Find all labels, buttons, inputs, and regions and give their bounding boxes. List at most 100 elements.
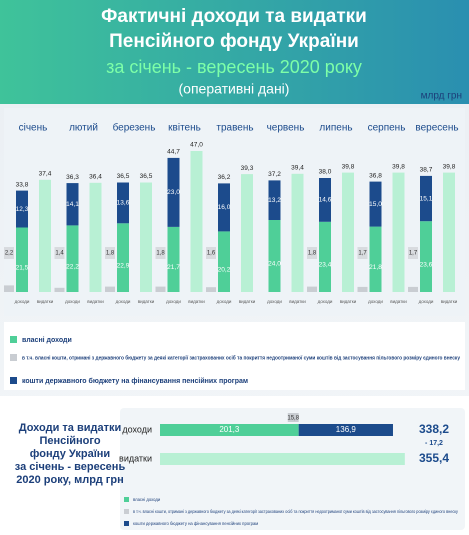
revenue-total: 338,2 (419, 422, 449, 436)
note: (оперативні дані) (179, 81, 290, 97)
state-label: 12,3 (16, 206, 29, 213)
own-label: 21,8 (369, 264, 382, 271)
legend-swatch (10, 354, 17, 361)
expenditure-label: 39,4 (291, 165, 304, 172)
own-bar (268, 220, 281, 292)
title: Фактичні доходи та видатки (101, 6, 367, 27)
total-label: 44,7 (167, 149, 180, 156)
included-label: 1,7 (358, 251, 367, 257)
expenditure-bar (89, 182, 102, 292)
month-label: вересень (415, 123, 458, 134)
bar-label: видатки (340, 299, 357, 304)
state-label: 13,6 (117, 200, 130, 207)
expenditure-label: 36,5 (140, 173, 153, 180)
bar-label: доходи (267, 299, 282, 304)
total-label: 33,8 (16, 181, 29, 188)
bar-label: доходи (116, 299, 131, 304)
expenditure-label: 39,3 (241, 165, 254, 172)
included-label: 1,4 (55, 251, 64, 257)
bar-label: доходи (166, 299, 181, 304)
bar-label: видатки (37, 299, 54, 304)
expenditure-bar (443, 172, 455, 292)
state-bar (369, 181, 382, 227)
bar-label: видатки (87, 299, 104, 304)
category-label: видатки (119, 453, 152, 463)
included-label: 1,7 (409, 251, 418, 257)
included-label: 2,2 (5, 251, 14, 257)
legend-label: кошти державного бюджету на фінансування… (133, 521, 258, 526)
state-label: 15,0 (369, 201, 382, 208)
included-label: 1,8 (308, 251, 317, 257)
state-bar (117, 182, 129, 224)
difference: - 17,2 (425, 440, 443, 447)
legend-label: в т.ч. власні кошти, отримані з державно… (133, 509, 459, 514)
total-label: 36,8 (369, 172, 382, 179)
own-bar (66, 225, 79, 292)
legend-label: власні доходи (133, 497, 161, 502)
included-label: 1,8 (106, 251, 115, 257)
included-label-box (357, 247, 368, 259)
month-label: серпень (368, 123, 406, 134)
own-label: 22,9 (117, 262, 130, 269)
state-bar (16, 190, 28, 228)
month-label: лютий (69, 123, 98, 134)
state-bar (66, 183, 79, 226)
expenditure-bar (160, 453, 405, 465)
own-label: 201,3 (219, 425, 240, 434)
own-bar (218, 231, 230, 292)
legend-swatch (124, 497, 129, 502)
month-label: березень (113, 122, 156, 134)
expenditure-label: 39,8 (443, 163, 456, 170)
included-bar (408, 286, 418, 292)
total-label: 36,5 (117, 173, 130, 180)
expenditure-label: 39,8 (392, 163, 405, 170)
total-label: 36,2 (218, 174, 231, 181)
month-label: червень (267, 123, 305, 134)
own-bar (369, 226, 382, 292)
header-band (0, 0, 469, 104)
bar-label: доходи (217, 299, 232, 304)
total-label: 38,7 (420, 167, 433, 174)
bar-label: доходи (15, 299, 30, 304)
category-label: доходи (122, 424, 152, 434)
own-bar (319, 221, 331, 292)
state-bar (319, 178, 331, 222)
expenditure-bar (342, 172, 354, 292)
legend-swatch (124, 521, 129, 526)
month-label: травень (216, 123, 253, 134)
chart-panel (4, 108, 465, 316)
state-label: 16,0 (218, 204, 231, 211)
total-label: 38,0 (319, 169, 332, 176)
legend-panel (4, 322, 465, 390)
state-bar (298, 424, 393, 436)
state-label: 14,1 (66, 201, 79, 208)
summary-title: Доходи та видатки Пенсійного фонду України… (15, 422, 126, 486)
bar-label: доходи (419, 299, 434, 304)
state-bar (167, 157, 180, 227)
own-bar (420, 221, 432, 292)
bar-label: доходи (65, 299, 80, 304)
included-bar (105, 286, 115, 292)
included-label-box (155, 247, 166, 259)
title: Пенсійного фонду України (109, 31, 359, 52)
legend-label: кошти державного бюджету на фінансування… (22, 377, 248, 385)
included-label-box (4, 247, 14, 259)
expenditure-total: 355,4 (419, 451, 449, 465)
own-label: 21,5 (16, 264, 29, 271)
included-bar (287, 413, 299, 422)
bar-label: доходи (368, 299, 383, 304)
expenditure-bar (392, 172, 405, 292)
expenditure-label: 47,0 (190, 142, 203, 149)
month-label: квітень (168, 123, 201, 134)
bar-label: доходи (318, 299, 333, 304)
included-label-box (206, 247, 216, 259)
total-label: 36,3 (66, 174, 79, 181)
included-label-box (307, 247, 317, 259)
bar-label: видатки (441, 299, 458, 304)
state-bar (218, 183, 230, 232)
month-label: липень (319, 123, 352, 134)
own-bar (117, 223, 129, 292)
month-label: січень (19, 123, 48, 134)
expenditure-bar (291, 173, 304, 292)
own-bar (167, 226, 180, 292)
